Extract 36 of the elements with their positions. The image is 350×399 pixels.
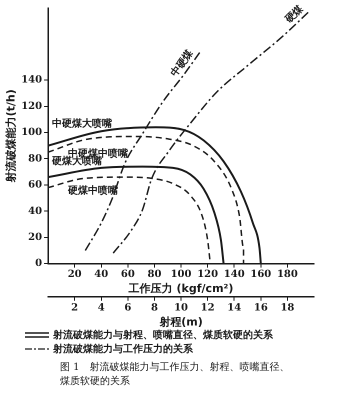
x2-tick-label: 12: [200, 302, 215, 314]
x-tick-label: 120: [197, 269, 218, 280]
text: 中硬煤: [168, 46, 196, 79]
x-tick-label: 160: [250, 269, 272, 280]
x2-tick-label: 18: [280, 302, 294, 314]
x2-tick-label: 16: [254, 302, 268, 314]
y-tick-label: 140: [21, 74, 42, 86]
x-tick-label: 60: [120, 269, 135, 280]
y-tick-label: 40: [28, 206, 42, 217]
x-tick-label: 180: [276, 269, 298, 280]
text: 硬煤: [282, 2, 306, 26]
x2-tick-label: 4: [98, 302, 105, 314]
y-tick-label: 100: [21, 127, 42, 138]
y-axis-title: 射流破煤能力(t/h): [4, 89, 18, 184]
x2-tick-label: 8: [150, 302, 158, 314]
text: 射流破煤能力与工作压力的关系: [53, 342, 193, 356]
x2-tick-label: 6: [124, 302, 132, 314]
x2-tick-label: 10: [174, 302, 188, 314]
x-tick-label: 100: [170, 269, 192, 280]
y-tick-label: 120: [21, 100, 42, 112]
x-tick-label: 140: [224, 269, 245, 280]
y-tick-label: 20: [28, 232, 42, 243]
caption: 图 1 射流破煤能力与工作压力、射程、喷嘴直径、煤质软硬的关系: [60, 361, 290, 389]
x2-tick-label: 14: [227, 302, 242, 314]
text: 射流破煤能力与射程、喷嘴直径、煤质软硬的关系: [53, 328, 273, 342]
x2-tick-label: 2: [71, 302, 78, 314]
x-axis-title: 工作压力 (kgf/cm²): [128, 282, 234, 296]
y-tick-label: 80: [28, 153, 42, 164]
series-label: 硬煤大喷嘴: [51, 154, 104, 167]
x-tick-label: 40: [94, 269, 108, 280]
y-tick-label: 0: [35, 258, 42, 270]
series-label: 中硬煤大喷嘴: [52, 117, 114, 130]
x-tick-label: 20: [68, 269, 82, 280]
x-tick-label: 80: [147, 269, 162, 280]
x2-axis-title: 射程(m): [158, 315, 203, 328]
y-tick-label: 60: [28, 180, 42, 191]
